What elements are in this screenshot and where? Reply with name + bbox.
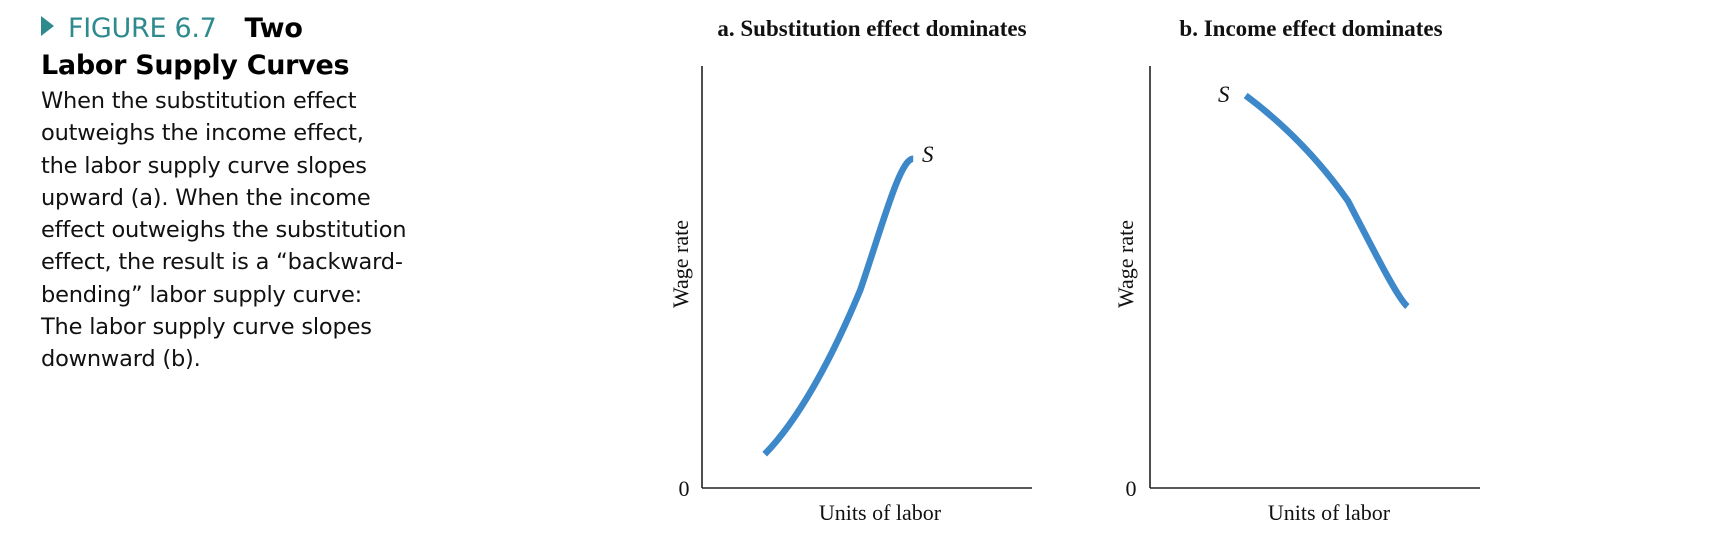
figure-description: When the substitution effect outweighs t…	[41, 85, 441, 376]
panel-b-title: b. Income effect dominates	[1179, 16, 1442, 41]
description-line: When the substitution effect	[41, 88, 357, 114]
description-line: The labor supply curve slopes	[41, 314, 372, 341]
triangle-icon	[41, 16, 54, 36]
panel-b-y-axis-label: Wage rate	[1113, 220, 1138, 308]
figure-caption: FIGURE 6.7 Two Labor Supply Curves When t…	[41, 10, 441, 376]
description-line: the labor supply curve slopes	[41, 152, 367, 179]
description-line: bending” labor supply curve:	[41, 281, 363, 308]
description-line: upward (a). When the income	[41, 184, 371, 211]
figure-title-first: Two	[244, 13, 303, 44]
panel-b-origin-label: 0	[1126, 476, 1137, 501]
panel-b-supply-curve	[1243, 92, 1410, 309]
panel-a-x-axis-label: Units of labor	[819, 500, 942, 525]
description-line: downward (b).	[41, 346, 201, 373]
description-line: effect, the result is a “backward-	[41, 249, 403, 276]
panel-a-curve-label: S	[922, 142, 934, 167]
panel-a-supply-curve	[762, 155, 915, 457]
description-line: outweighs the income effect,	[41, 120, 364, 147]
panel-a-origin-label: 0	[679, 476, 690, 501]
figure-label: FIGURE 6.7	[68, 13, 217, 44]
figure-heading: FIGURE 6.7 Two Labor Supply Curves	[41, 10, 441, 84]
figure-title-rest: Labor Supply Curves	[41, 50, 350, 81]
panel-a: a. Substitution effect dominates 0 Units…	[668, 16, 1032, 525]
description-line: effect outweighs the substitution	[41, 217, 407, 244]
panel-a-y-axis-label: Wage rate	[668, 220, 693, 308]
panel-a-title: a. Substitution effect dominates	[717, 16, 1026, 41]
panel-b-x-axis-label: Units of labor	[1268, 500, 1391, 525]
panel-b-curve-label: S	[1218, 82, 1230, 107]
panel-b: b. Income effect dominates 0 Units of la…	[1113, 16, 1480, 525]
